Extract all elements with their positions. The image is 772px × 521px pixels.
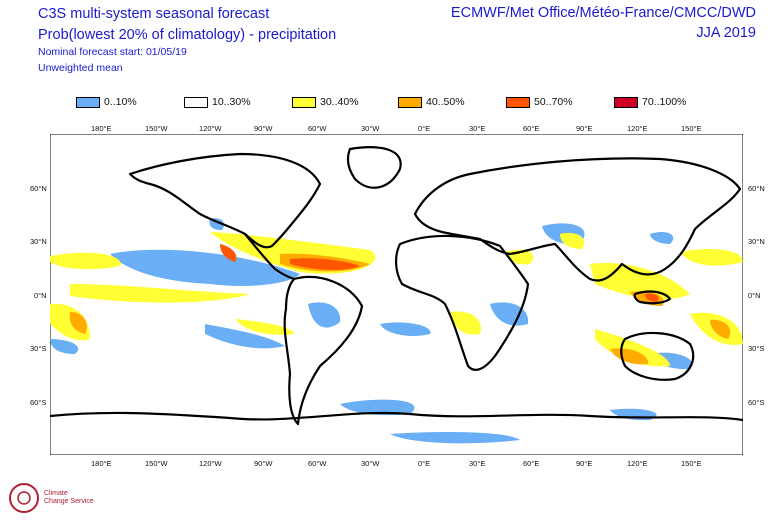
lon-tick-top: 90°E xyxy=(576,124,593,133)
lon-tick-bottom: 90°E xyxy=(576,459,593,468)
lat-tick-right: 0°N xyxy=(748,291,761,300)
lat-tick-left: 30°S xyxy=(30,344,47,353)
shade-yellow xyxy=(70,284,250,303)
shade-yellow xyxy=(50,252,121,270)
forecast-map xyxy=(50,134,743,455)
lon-tick-bottom: 150°E xyxy=(681,459,702,468)
lon-tick-bottom: 120°E xyxy=(627,459,648,468)
legend-swatch xyxy=(398,96,422,108)
lon-tick-bottom: 90°W xyxy=(254,459,273,468)
legend-label: 30..40% xyxy=(320,96,359,109)
shade-redorange xyxy=(220,244,237,262)
lat-tick-right: 30°S xyxy=(748,344,765,353)
coast-greenland xyxy=(346,146,402,189)
logo-ring xyxy=(9,483,39,513)
lon-tick-bottom: 120°W xyxy=(199,459,222,468)
lat-tick-left: 0°N xyxy=(34,291,47,300)
lon-tick-bottom: 60°W xyxy=(308,459,327,468)
shade-blue xyxy=(110,249,300,286)
lon-tick-top: 120°W xyxy=(199,124,222,133)
legend-swatch xyxy=(506,96,530,108)
shade-blue xyxy=(308,302,341,328)
lon-tick-top: 0°E xyxy=(418,124,431,133)
coast-maritime-continent xyxy=(633,290,672,305)
title-line-2: Prob(lowest 20% of climatology) - precip… xyxy=(38,27,337,43)
lat-tick-left: 60°N xyxy=(30,184,47,193)
shade-blue xyxy=(490,302,529,326)
lat-tick-left: 30°N xyxy=(30,237,47,246)
lon-tick-bottom: 30°E xyxy=(469,459,486,468)
shade-redorange xyxy=(645,293,659,302)
shade-blue xyxy=(340,399,415,416)
legend-item: 30..40% xyxy=(292,96,359,108)
legend-label: 0..10% xyxy=(104,96,137,109)
lon-tick-bottom: 0°E xyxy=(418,459,431,468)
lon-tick-top: 150°W xyxy=(145,124,168,133)
lat-tick-right: 30°N xyxy=(748,237,765,246)
shade-blue xyxy=(650,232,674,244)
coast-north-america xyxy=(128,152,322,249)
coast-africa xyxy=(395,234,530,371)
shade-yellow xyxy=(560,232,585,249)
legend-label: 70..100% xyxy=(642,96,687,109)
logo-text-2: Change Service xyxy=(44,498,94,505)
legend-swatch xyxy=(184,96,208,108)
legend-item: 50..70% xyxy=(506,96,573,108)
lat-tick-right: 60°S xyxy=(748,398,765,407)
shade-blue xyxy=(50,339,79,354)
coast-australia xyxy=(620,331,695,381)
shade-orange xyxy=(69,312,87,334)
legend-item: 0..10% xyxy=(76,96,137,108)
copernicus-climate-logo: Climate Change Service xyxy=(9,483,94,513)
coast-antarctica xyxy=(50,411,743,422)
shade-blue xyxy=(205,324,285,349)
legend-swatch xyxy=(614,96,638,108)
mean-type: Unweighted mean xyxy=(38,62,123,74)
lat-tick-right: 60°N xyxy=(748,184,765,193)
season-label: JJA 2019 xyxy=(696,25,756,41)
legend-label: 40..50% xyxy=(426,96,465,109)
coastlines xyxy=(50,146,743,426)
lat-tick-left: 60°S xyxy=(30,398,47,407)
shade-yellow xyxy=(450,311,481,335)
shade-blue xyxy=(390,432,520,444)
shade-redorange xyxy=(290,258,360,270)
lon-tick-top: 60°W xyxy=(308,124,327,133)
title-line-1: C3S multi-system seasonal forecast xyxy=(38,6,270,22)
lon-tick-bottom: 180°E xyxy=(91,459,112,468)
lon-tick-bottom: 30°W xyxy=(361,459,380,468)
shade-yellow xyxy=(680,249,743,266)
lon-tick-top: 60°E xyxy=(523,124,540,133)
lon-tick-top: 90°W xyxy=(254,124,273,133)
centres-label: ECMWF/Met Office/Météo-France/CMCC/DWD xyxy=(450,5,756,21)
lon-tick-top: 30°W xyxy=(361,124,380,133)
lon-tick-top: 150°E xyxy=(681,124,702,133)
legend-item: 40..50% xyxy=(398,96,465,108)
legend-label: 10..30% xyxy=(212,96,251,109)
shade-orange xyxy=(710,319,731,339)
forecast-start: Nominal forecast start: 01/05/19 xyxy=(38,46,187,58)
legend-label: 50..70% xyxy=(534,96,573,109)
lon-tick-bottom: 150°W xyxy=(145,459,168,468)
logo-core xyxy=(17,491,31,505)
legend-swatch xyxy=(292,96,316,108)
lon-tick-top: 120°E xyxy=(627,124,648,133)
coast-central-america xyxy=(244,233,295,281)
map-canvas xyxy=(50,134,743,455)
lon-tick-bottom: 60°E xyxy=(523,459,540,468)
logo-text-1: Climate xyxy=(44,490,68,497)
shade-orange xyxy=(610,348,649,365)
legend-item: 70..100% xyxy=(614,96,686,108)
shade-yellow xyxy=(595,329,670,367)
legend-item: 10..30% xyxy=(184,96,251,108)
lon-tick-top: 180°E xyxy=(91,124,112,133)
coast-south-america xyxy=(283,275,364,426)
lon-tick-top: 30°E xyxy=(469,124,486,133)
shade-yellow xyxy=(235,319,295,335)
shade-blue xyxy=(380,322,431,336)
legend-swatch xyxy=(76,96,100,108)
